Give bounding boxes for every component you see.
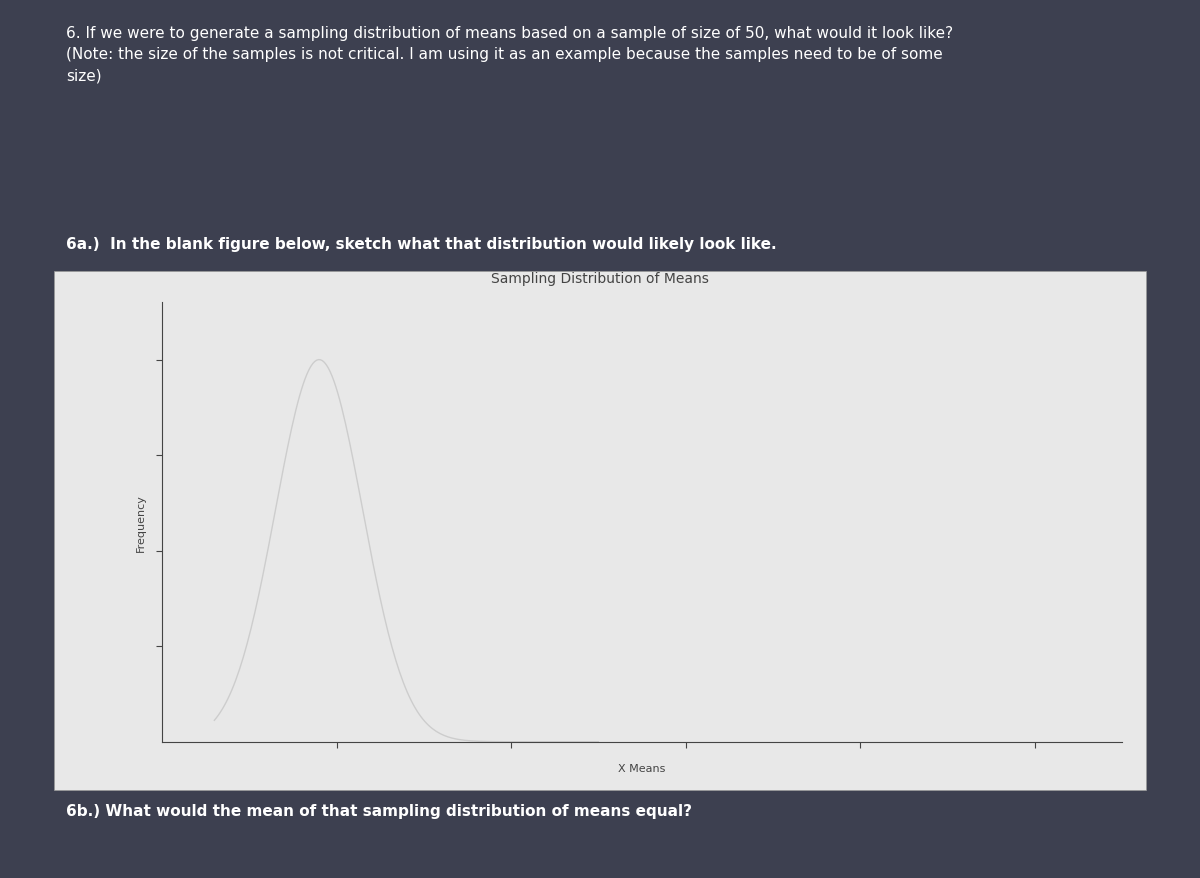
Text: 6b.) What would the mean of that sampling distribution of means equal?: 6b.) What would the mean of that samplin… <box>66 803 692 818</box>
X-axis label: X Means: X Means <box>618 763 666 774</box>
Text: 6. If we were to generate a sampling distribution of means based on a sample of : 6. If we were to generate a sampling dis… <box>66 26 953 83</box>
Y-axis label: Frequency: Frequency <box>136 493 146 551</box>
Text: Sampling Distribution of Means: Sampling Distribution of Means <box>491 271 709 285</box>
Text: 6a.)  In the blank figure below, sketch what that distribution would likely look: 6a.) In the blank figure below, sketch w… <box>66 237 776 252</box>
